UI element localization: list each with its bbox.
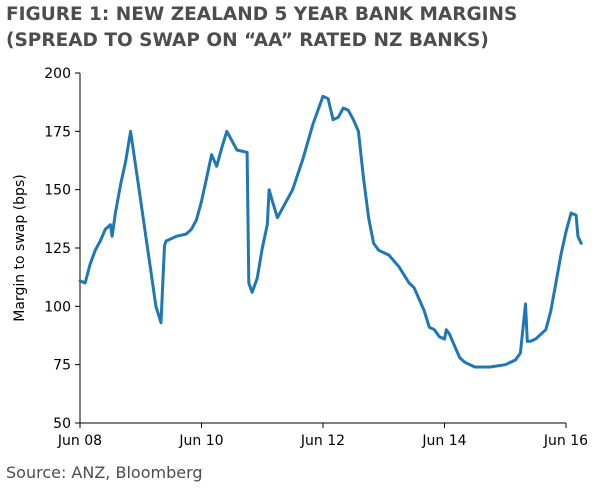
y-tick-label: 150 <box>44 183 71 199</box>
x-tick-label: Jun 16 <box>543 433 588 449</box>
source-note: Source: ANZ, Bloomberg <box>6 463 203 482</box>
y-axis-title: Margin to swap (bps) <box>12 174 28 321</box>
y-tick-label: 75 <box>53 358 71 374</box>
x-tick-label: Jun 12 <box>300 433 345 449</box>
y-tick-label: 175 <box>44 124 71 140</box>
x-tick-label: Jun 14 <box>421 433 466 449</box>
y-tick-label: 125 <box>44 241 71 257</box>
chart-title-line-2: (SPREAD TO SWAP ON “AA” RATED NZ BANKS) <box>6 30 489 51</box>
series-line <box>78 94 583 369</box>
y-tick-label: 100 <box>44 299 71 315</box>
chart-title: FIGURE 1: NEW ZEALAND 5 YEAR BANK MARGIN… <box>6 2 596 54</box>
y-tick-label: 50 <box>53 416 71 432</box>
chart-title-line-1: FIGURE 1: NEW ZEALAND 5 YEAR BANK MARGIN… <box>6 4 518 25</box>
y-tick-label: 200 <box>44 66 71 82</box>
x-tick-label: Jun 08 <box>57 433 102 449</box>
x-tick-label: Jun 10 <box>178 433 223 449</box>
